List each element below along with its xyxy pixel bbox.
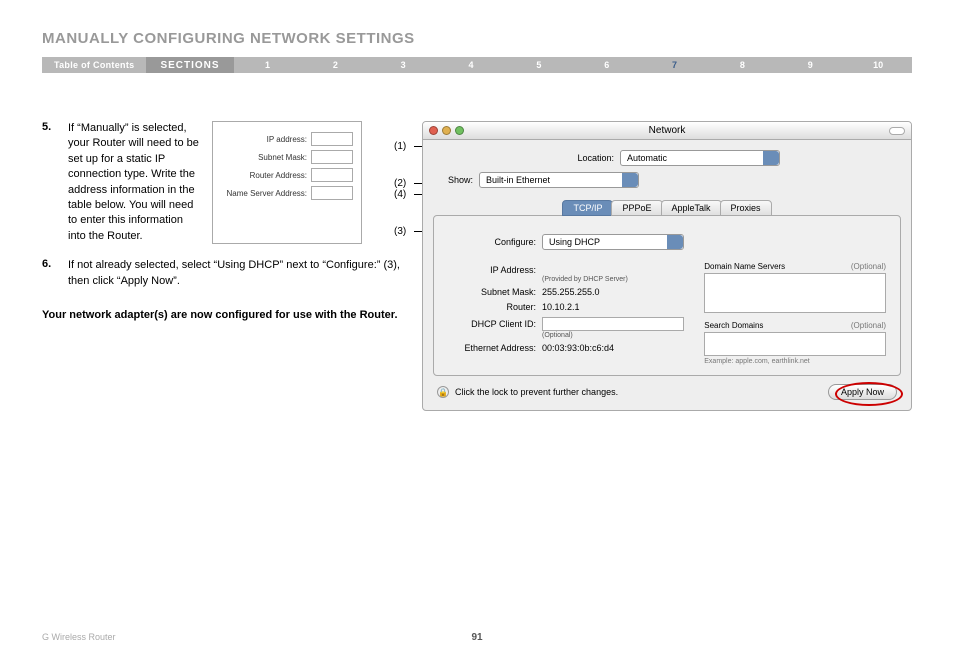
- step-6-num: 6.: [42, 258, 68, 289]
- callout-1: (1): [394, 141, 414, 152]
- show-dropdown[interactable]: Built-in Ethernet: [479, 172, 639, 188]
- step-5-num: 5.: [42, 121, 68, 244]
- toc-link[interactable]: Table of Contents: [42, 60, 146, 70]
- subnet-mask-label: Subnet Mask:: [448, 287, 536, 297]
- ethernet-value: 00:03:93:0b:c6:d4: [542, 343, 614, 353]
- section-3[interactable]: 3: [369, 60, 437, 70]
- subnet-label: Subnet Mask:: [221, 153, 307, 162]
- ns-input[interactable]: [311, 186, 353, 200]
- section-6[interactable]: 6: [573, 60, 641, 70]
- router-addr-label: Router:: [448, 302, 536, 312]
- callout-4: (4): [394, 189, 414, 200]
- configure-dropdown[interactable]: Using DHCP: [542, 234, 684, 250]
- tab-tcpip[interactable]: TCP/IP: [562, 200, 613, 216]
- step-6-text: If not already selected, select “Using D…: [68, 258, 404, 289]
- tab-pppoe[interactable]: PPPoE: [611, 200, 662, 216]
- ip-label: IP address:: [221, 135, 307, 144]
- step-5-text: If “Manually” is selected, your Router w…: [68, 121, 200, 244]
- ethernet-label: Ethernet Address:: [448, 343, 536, 353]
- section-2[interactable]: 2: [301, 60, 369, 70]
- router-label: Router Address:: [221, 171, 307, 180]
- lock-icon[interactable]: 🔒: [437, 386, 449, 398]
- tab-appletalk[interactable]: AppleTalk: [661, 200, 722, 216]
- section-navbar: Table of Contents SECTIONS 1 2 3 4 5 6 7…: [42, 57, 912, 73]
- network-window: Network Location: Automatic Show: Built-…: [422, 121, 912, 411]
- ns-label: Name Server Address:: [221, 189, 307, 198]
- footer-left: G Wireless Router: [42, 632, 116, 642]
- lock-text: Click the lock to prevent further change…: [455, 387, 618, 397]
- toolbar-toggle-icon[interactable]: [889, 127, 905, 135]
- configure-label: Configure:: [448, 237, 536, 247]
- location-dropdown[interactable]: Automatic: [620, 150, 780, 166]
- ip-address-label: IP Address:: [448, 265, 536, 275]
- section-1[interactable]: 1: [234, 60, 302, 70]
- section-7[interactable]: 7: [641, 60, 709, 70]
- dns-textarea[interactable]: [704, 273, 886, 313]
- dns-optional: (Optional): [851, 262, 886, 271]
- ip-input[interactable]: [311, 132, 353, 146]
- section-4[interactable]: 4: [437, 60, 505, 70]
- subnet-input[interactable]: [311, 150, 353, 164]
- dns-head: Domain Name Servers: [704, 262, 785, 271]
- ip-sub: (Provided by DHCP Server): [542, 276, 684, 283]
- section-9[interactable]: 9: [776, 60, 844, 70]
- search-example: Example: apple.com, earthlink.net: [704, 358, 886, 365]
- location-label: Location:: [554, 153, 614, 163]
- titlebar: Network: [423, 122, 911, 140]
- address-table: IP address: Subnet Mask: Router Address:: [212, 121, 362, 244]
- dhcp-client-label: DHCP Client ID:: [448, 319, 536, 329]
- sections-label: SECTIONS: [146, 57, 233, 73]
- bold-summary: Your network adapter(s) are now configur…: [42, 309, 404, 321]
- dhcp-client-input[interactable]: [542, 317, 684, 331]
- section-5[interactable]: 5: [505, 60, 573, 70]
- section-8[interactable]: 8: [708, 60, 776, 70]
- router-input[interactable]: [311, 168, 353, 182]
- subnet-mask-value: 255.255.255.0: [542, 287, 600, 297]
- search-textarea[interactable]: [704, 332, 886, 356]
- tab-proxies[interactable]: Proxies: [720, 200, 772, 216]
- page-number: 91: [471, 632, 482, 643]
- section-10[interactable]: 10: [844, 60, 912, 70]
- callout-3: (3): [394, 226, 414, 237]
- apply-now-button[interactable]: Apply Now: [828, 384, 897, 400]
- page-title: MANUALLY CONFIGURING NETWORK SETTINGS: [42, 30, 912, 47]
- callout-2: (2): [394, 178, 414, 189]
- router-addr-value: 10.10.2.1: [542, 302, 580, 312]
- show-label: Show:: [437, 175, 473, 185]
- search-head: Search Domains: [704, 321, 763, 330]
- dhcp-sub: (Optional): [542, 332, 684, 339]
- window-title: Network: [423, 125, 911, 136]
- search-optional: (Optional): [851, 321, 886, 330]
